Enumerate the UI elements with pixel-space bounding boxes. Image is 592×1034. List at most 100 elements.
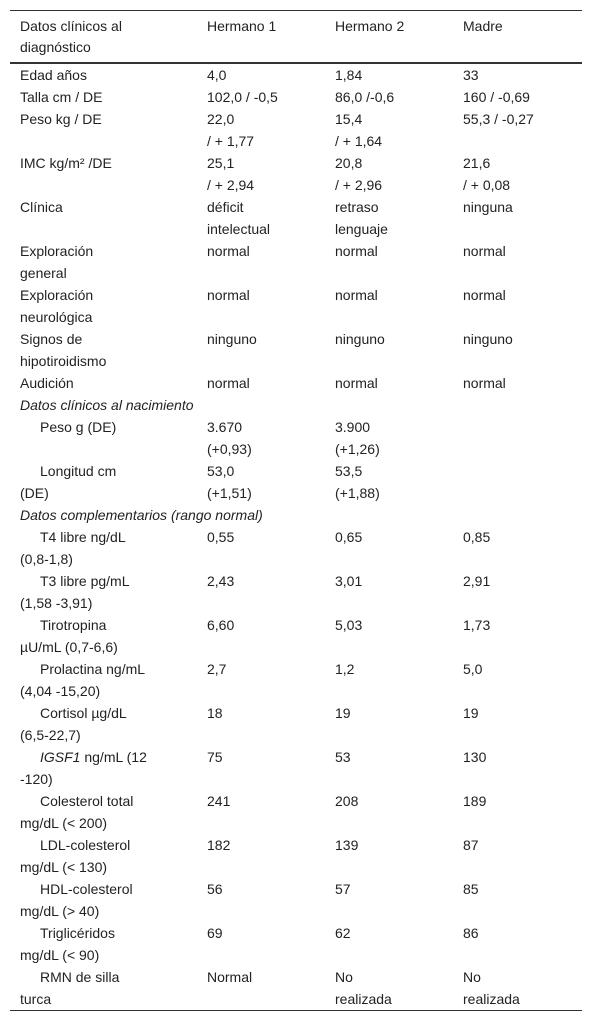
value-cell: 21,6 / + 0,08 <box>463 155 511 193</box>
row-label: Exploración general <box>10 240 197 284</box>
value-cell: normal <box>463 287 506 303</box>
value-cell: 3,01 <box>335 573 363 589</box>
value-cell: normal <box>335 287 378 303</box>
table-row: Talla cm / DE 102,0 / -0,5 86,0 /-0,6 160 /… <box>10 86 582 108</box>
value-cell: 25,1 / + 2,94 <box>207 155 255 193</box>
value-cell: 53,0 (+1,51) <box>207 463 252 501</box>
row-label: Talla cm / DE <box>10 86 197 108</box>
value-cell: 3.900 (+1,26) <box>335 419 380 457</box>
value-cell: 0,55 <box>207 529 235 545</box>
label-text: Exploración neurológica <box>20 287 94 325</box>
value-cell: 57 <box>335 881 351 897</box>
value-cell: 130 <box>463 749 487 765</box>
table-row: T4 libre ng/dL (0,8-1,8) 0,55 0,65 0,85 <box>10 526 582 570</box>
value-cell <box>453 416 582 460</box>
value-cell: 1,73 <box>463 617 491 633</box>
header-cell: Hermano 2 <box>325 10 453 64</box>
value-cell: 208 <box>335 793 359 809</box>
value-cell: 241 <box>207 793 231 809</box>
value-cell: normal <box>463 243 506 259</box>
value-cell: 18 <box>207 705 223 721</box>
value-cell: No realizada <box>335 969 392 1007</box>
table-row: Exploración neurológica normal normal norma… <box>10 284 582 328</box>
table-row: Triglicéridos mg/dL (< 90) 69 62 86 <box>10 922 582 966</box>
row-label: Cortisol µg/dL (6,5-22,7) <box>10 702 197 746</box>
label-text: IMC kg/m² /DE <box>20 155 112 171</box>
value-cell: 20,8 / + 2,96 <box>335 155 383 193</box>
value-cell: 102,0 / -0,5 <box>207 89 278 105</box>
table-row: HDL-colesterol mg/dL (> 40) 56 57 85 <box>10 878 582 922</box>
header-row: Datos clínicos al diagnóstico Hermano 1 He… <box>10 10 582 64</box>
row-label: Edad años <box>10 63 197 86</box>
value-cell: 53,5 (+1,88) <box>335 463 380 501</box>
value-cell: normal <box>207 243 250 259</box>
label-text: Peso kg / DE <box>20 111 102 127</box>
header-cell: Datos clínicos al diagnóstico <box>10 10 197 64</box>
value-cell: 87 <box>463 837 479 853</box>
row-label: Longitud cm (DE) <box>10 460 197 504</box>
data-table: Datos clínicos al diagnóstico Hermano 1 He… <box>10 10 582 1011</box>
table-row: IGSF1 ng/mL (12 -120) 75 53 130 <box>10 746 582 790</box>
row-label: T4 libre ng/dL (0,8-1,8) <box>10 526 197 570</box>
value-cell: 2,7 <box>207 661 227 677</box>
row-label: Tirotropina µU/mL (0,7-6,6) <box>10 614 197 658</box>
value-cell: déficit intelectual <box>207 199 271 237</box>
value-cell: No realizada <box>463 969 520 1007</box>
table-row: Edad años 4,0 1,84 33 <box>10 63 582 86</box>
value-cell: 2,91 <box>463 573 491 589</box>
value-cell: 56 <box>207 881 223 897</box>
row-label: LDL-colesterol mg/dL (< 130) <box>10 834 197 878</box>
table-row: Peso kg / DE 22,0 / + 1,77 15,4 / + 1,64 55… <box>10 108 582 152</box>
label-text: T4 libre ng/dL (0,8-1,8) <box>20 529 126 567</box>
label-text: LDL-colesterol mg/dL (< 130) <box>20 837 131 875</box>
row-label: HDL-colesterol mg/dL (> 40) <box>10 878 197 922</box>
label-text: ng/mL (12 -120) <box>20 749 147 787</box>
value-cell: ninguno <box>207 331 257 347</box>
row-label: IMC kg/m² /DE <box>10 152 197 196</box>
label-text: Audición <box>20 375 74 391</box>
label-text: Prolactina ng/mL (4,04 -15,20) <box>20 661 146 699</box>
table-row: Prolactina ng/mL (4,04 -15,20) 2,7 1,2 5,0 <box>10 658 582 702</box>
value-cell: ninguna <box>463 199 513 215</box>
table-row: LDL-colesterol mg/dL (< 130) 182 139 87 <box>10 834 582 878</box>
label-text: Edad años <box>20 67 87 83</box>
table-header: Datos clínicos al diagnóstico Hermano 1 He… <box>10 10 582 64</box>
value-cell: 86,0 /-0,6 <box>335 89 395 105</box>
row-label: Peso g (DE) <box>10 416 197 460</box>
value-cell: 4,0 <box>207 67 227 83</box>
value-cell: 15,4 / + 1,64 <box>335 111 383 149</box>
table-row: RMN de silla turca Normal No realizada No r… <box>10 966 582 1011</box>
value-cell: 1,2 <box>335 661 355 677</box>
label-text: Exploración general <box>20 243 94 281</box>
label-text: Longitud cm (DE) <box>20 463 117 501</box>
value-cell: 139 <box>335 837 359 853</box>
row-label: T3 libre pg/mL (1,58 -3,91) <box>10 570 197 614</box>
value-cell: normal <box>335 243 378 259</box>
table-row: Tirotropina µU/mL (0,7-6,6) 6,60 5,03 1,73 <box>10 614 582 658</box>
table-row: T3 libre pg/mL (1,58 -3,91) 2,43 3,01 2,91 <box>10 570 582 614</box>
value-cell: 189 <box>463 793 487 809</box>
table-row: Datos complementarios (rango normal) <box>10 504 582 526</box>
value-cell: 53 <box>335 749 351 765</box>
label-text: RMN de silla turca <box>20 969 120 1007</box>
label-text: Tirotropina µU/mL (0,7-6,6) <box>20 617 118 655</box>
value-cell: 0,65 <box>335 529 363 545</box>
row-label: Colesterol total mg/dL (< 200) <box>10 790 197 834</box>
label-text: T3 libre pg/mL (1,58 -3,91) <box>20 573 130 611</box>
value-cell: 3.670 (+0,93) <box>207 419 252 457</box>
header-cell: Hermano 1 <box>197 10 325 64</box>
value-cell: 2,43 <box>207 573 235 589</box>
value-cell: 19 <box>463 705 479 721</box>
row-label: Clínica <box>10 196 197 240</box>
row-label: Triglicéridos mg/dL (< 90) <box>10 922 197 966</box>
value-cell: 62 <box>335 925 351 941</box>
table-row: Peso g (DE) 3.670 (+0,93) 3.900 (+1,26) <box>10 416 582 460</box>
table-row: Cortisol µg/dL (6,5-22,7) 18 19 19 <box>10 702 582 746</box>
table-row: IMC kg/m² /DE 25,1 / + 2,94 20,8 / + 2,96 2… <box>10 152 582 196</box>
header-cell: Madre <box>453 10 582 64</box>
section-title: Datos clínicos al nacimiento <box>20 397 194 413</box>
value-cell: 55,3 / -0,27 <box>463 111 534 127</box>
label-italic: IGSF1 <box>40 749 81 765</box>
label-text: Cortisol µg/dL (6,5-22,7) <box>20 705 127 743</box>
